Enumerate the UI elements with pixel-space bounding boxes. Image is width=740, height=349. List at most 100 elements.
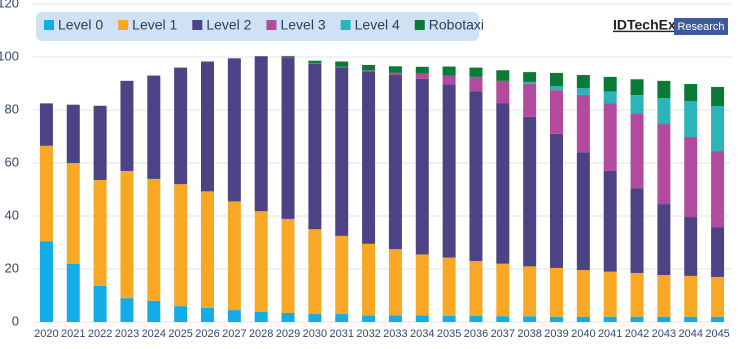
legend-label: Level 3 xyxy=(280,17,325,33)
legend-box xyxy=(36,12,479,41)
bar-segment xyxy=(335,314,349,322)
bar-segment xyxy=(93,179,107,286)
bar-segment xyxy=(711,227,725,277)
bar-segment xyxy=(550,133,563,268)
bar-segment xyxy=(630,188,644,273)
bar-segment xyxy=(657,80,671,99)
bar-segment xyxy=(469,76,483,92)
logo-tag-box xyxy=(674,18,728,35)
bar-segment xyxy=(630,79,644,96)
bar-segment xyxy=(174,67,188,185)
bar-segment xyxy=(496,103,510,264)
bar-segment xyxy=(147,178,161,301)
x-tick-label: 2029 xyxy=(276,328,300,340)
bar-segment xyxy=(496,263,510,317)
bar-segment xyxy=(174,306,188,322)
bar-segment xyxy=(388,249,402,316)
bar-segment xyxy=(388,75,402,250)
bar-segment xyxy=(523,72,537,82)
bar-segment xyxy=(147,300,161,322)
bar-segment xyxy=(684,217,698,276)
x-tick-label: 2031 xyxy=(329,328,353,340)
bar-segment xyxy=(711,151,725,228)
bar-segment xyxy=(603,170,617,272)
x-tick-label: 2027 xyxy=(222,328,246,340)
bar-segment xyxy=(603,91,617,104)
bar-segment xyxy=(388,315,402,322)
x-tick-label: 2025 xyxy=(168,328,192,340)
x-tick-label: 2040 xyxy=(571,328,595,340)
x-tick-label: 2044 xyxy=(678,328,702,340)
x-tick-label: 2032 xyxy=(356,328,380,340)
bar-segment xyxy=(66,163,80,264)
bar-segment xyxy=(496,316,510,322)
x-tick-label: 2028 xyxy=(249,328,273,340)
bar-segment xyxy=(39,145,53,242)
bar-segment xyxy=(201,307,214,322)
bar-segment xyxy=(630,95,644,114)
bar-segment xyxy=(362,70,376,72)
bar-segment xyxy=(469,315,483,322)
bar-segment xyxy=(335,235,349,315)
bar-segment xyxy=(603,76,617,92)
legend-swatch xyxy=(118,20,129,30)
bar-segment xyxy=(281,312,295,322)
bar-segment xyxy=(711,316,725,322)
bar-segment xyxy=(335,67,349,236)
bar-segment xyxy=(469,91,483,262)
bar-segment xyxy=(415,66,429,74)
x-tick-label: 2034 xyxy=(410,328,434,340)
bar-segment xyxy=(254,211,268,312)
legend-swatch xyxy=(266,20,277,30)
bar-segment xyxy=(657,98,671,125)
bar-segment xyxy=(362,71,376,244)
bar-segment xyxy=(496,70,510,81)
bar-segment xyxy=(227,201,241,311)
bar-segment xyxy=(442,66,456,76)
x-tick-label: 2042 xyxy=(625,328,649,340)
bar-segment xyxy=(66,104,80,163)
bar-segment xyxy=(201,191,214,308)
bar-segment xyxy=(550,90,563,134)
bar-segment xyxy=(254,311,268,322)
y-tick-label: 80 xyxy=(5,101,19,116)
bar-segment xyxy=(630,113,644,189)
bar-segment xyxy=(630,272,644,317)
y-tick-label: 100 xyxy=(0,48,19,63)
x-tick-label: 2038 xyxy=(517,328,541,340)
x-tick-label: 2036 xyxy=(464,328,488,340)
bar-segment xyxy=(576,152,590,271)
bar-segment xyxy=(254,56,268,212)
bar-segment xyxy=(308,63,322,230)
bar-segment xyxy=(335,61,349,67)
bar-segment xyxy=(39,103,53,146)
bar-segment xyxy=(684,275,698,317)
bar-segment xyxy=(335,66,349,68)
x-tick-label: 2021 xyxy=(61,328,85,340)
bar-segment xyxy=(603,316,617,322)
bar-segment xyxy=(281,56,295,58)
x-tick-label: 2043 xyxy=(652,328,676,340)
bar-segment xyxy=(496,80,510,104)
bar-segment xyxy=(657,275,671,317)
bar-segment xyxy=(576,270,590,317)
bar-segment xyxy=(388,66,402,73)
bar-segment xyxy=(576,316,590,322)
bar-segment xyxy=(469,67,483,77)
bar-segment xyxy=(362,64,376,71)
x-tick-label: 2020 xyxy=(34,328,58,340)
y-tick-label: 120 xyxy=(0,0,19,10)
x-tick-label: 2030 xyxy=(303,328,327,340)
legend-label: Level 4 xyxy=(355,17,400,33)
bar-segment xyxy=(362,315,376,322)
bar-segment xyxy=(550,267,563,317)
x-tick-label: 2022 xyxy=(88,328,112,340)
y-tick-label: 0 xyxy=(12,313,19,328)
bar-segment xyxy=(415,78,429,255)
bar-segment xyxy=(684,137,698,218)
bar-segment xyxy=(93,285,107,322)
bar-segment xyxy=(93,105,107,180)
legend-label: Level 1 xyxy=(132,17,177,33)
y-tick-label: 20 xyxy=(5,260,19,275)
